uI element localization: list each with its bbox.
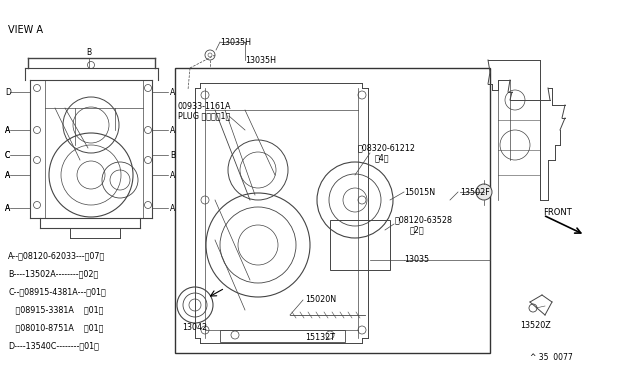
Text: （4）: （4） xyxy=(375,154,390,163)
Text: B: B xyxy=(86,48,92,57)
Text: C: C xyxy=(5,151,10,160)
Text: 15020N: 15020N xyxy=(305,295,336,305)
Text: A: A xyxy=(5,203,10,212)
Text: C: C xyxy=(5,151,10,160)
Text: A: A xyxy=(5,203,10,212)
Text: VIEW A: VIEW A xyxy=(8,25,43,35)
Text: C--Ⓧ08915-4381A---〇01〈: C--Ⓧ08915-4381A---〇01〈 xyxy=(8,288,106,296)
Text: D: D xyxy=(5,87,11,96)
Bar xyxy=(175,68,490,353)
Text: Ⓧ08915-3381A    〇01〈: Ⓧ08915-3381A 〇01〈 xyxy=(8,305,104,314)
Bar xyxy=(330,220,390,270)
Text: PLUG プラグ（1）: PLUG プラグ（1） xyxy=(178,112,230,121)
Text: A: A xyxy=(170,170,175,180)
Text: A: A xyxy=(5,170,10,180)
Text: 00933-1161A: 00933-1161A xyxy=(178,102,232,110)
Bar xyxy=(220,330,345,342)
Text: 13035H: 13035H xyxy=(245,55,276,64)
Text: A: A xyxy=(5,170,10,180)
Text: （2）: （2） xyxy=(410,225,424,234)
Text: 13035: 13035 xyxy=(404,256,429,264)
Text: 15132T: 15132T xyxy=(305,334,335,343)
Text: A: A xyxy=(170,203,175,212)
Text: A--⒲08120-62033---〇07〈: A--⒲08120-62033---〇07〈 xyxy=(8,251,105,260)
Text: ⒲08010-8751A    〇01〈: ⒲08010-8751A 〇01〈 xyxy=(8,324,104,333)
Text: 13042: 13042 xyxy=(182,323,207,331)
Text: A: A xyxy=(170,87,175,96)
Text: 13502F: 13502F xyxy=(460,187,490,196)
Text: ⒲08120-63528: ⒲08120-63528 xyxy=(395,215,453,224)
Text: A: A xyxy=(5,125,10,135)
Text: B: B xyxy=(170,151,175,160)
Text: 13035H: 13035H xyxy=(220,38,251,46)
Text: 15015N: 15015N xyxy=(404,187,435,196)
Text: FRONT: FRONT xyxy=(543,208,572,217)
Text: D----13540C--------〇01〈: D----13540C--------〇01〈 xyxy=(8,341,99,350)
Circle shape xyxy=(476,184,492,200)
Text: ^ 35  0077: ^ 35 0077 xyxy=(530,353,573,362)
Text: 13520Z: 13520Z xyxy=(520,321,551,330)
Text: A: A xyxy=(5,125,10,135)
Text: B----13502A--------〇02〈: B----13502A--------〇02〈 xyxy=(8,269,99,279)
Text: Ⓝ08320-61212: Ⓝ08320-61212 xyxy=(358,144,416,153)
Text: A: A xyxy=(170,125,175,135)
